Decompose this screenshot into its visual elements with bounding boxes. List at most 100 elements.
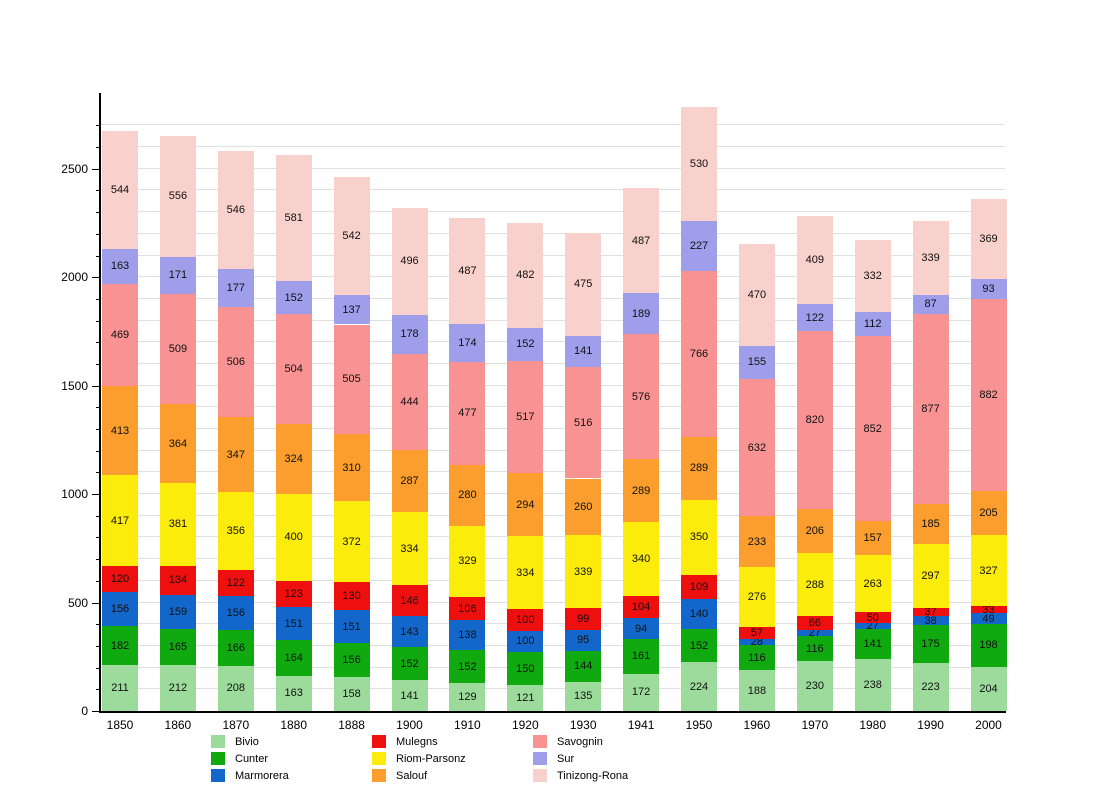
bar-value-label: 877	[921, 402, 940, 415]
legend-item-riom-parsonz: Riom-Parsonz	[372, 750, 533, 767]
bar-value-label: 327	[979, 564, 998, 577]
bar-segment-riom-parsonz: 334	[391, 512, 428, 585]
bar-value-label: 544	[110, 183, 130, 196]
y-minor-tick	[96, 147, 100, 149]
bar-value-label: 163	[284, 687, 303, 700]
legend-label: Cunter	[235, 752, 269, 765]
bar-value-label: 189	[631, 307, 651, 320]
bar-segment-tinizong-rona: 496	[391, 207, 428, 316]
x-tick-label: 1941	[627, 718, 655, 732]
bar-segment-mulegns: 99	[565, 608, 602, 630]
bar-segment-mulegns: 123	[275, 580, 312, 608]
legend-item-mulegns: Mulegns	[372, 733, 533, 750]
legend-swatch	[533, 735, 547, 748]
bar-value-label: 444	[400, 395, 419, 408]
bar-value-label: 109	[689, 581, 709, 594]
bar-segment-salouf: 205	[970, 490, 1007, 536]
legend-label: Marmorera	[235, 769, 289, 782]
grid-line	[100, 319, 1005, 321]
bar-value-label: 350	[689, 531, 709, 544]
grid-line	[100, 406, 1005, 408]
bar-value-label: 506	[226, 356, 245, 369]
grid-line	[100, 146, 1005, 148]
y-minor-tick	[96, 515, 100, 517]
bar-value-label: 516	[574, 416, 593, 429]
legend-item-bivio: Bivio	[211, 733, 372, 750]
bar-value-label: 329	[458, 555, 477, 568]
bar-value-label: 143	[400, 625, 419, 638]
y-minor-tick	[96, 212, 100, 214]
bar-segment-cunter: 116	[796, 635, 833, 662]
bar-segment-savognin: 882	[970, 299, 1007, 491]
bar-value-label: 581	[284, 212, 303, 225]
bar-segment-cunter: 182	[102, 625, 138, 666]
bar-value-label: 106	[458, 602, 477, 615]
bar-value-label: 152	[284, 291, 303, 304]
bar-value-label: 339	[921, 252, 940, 265]
bar-value-label: 224	[689, 680, 709, 693]
bar-1960: 188 116 28 57 276 233 632 155 470	[738, 95, 775, 711]
bar-value-label: 100	[516, 613, 535, 626]
bar-segment-sur: 152	[507, 327, 544, 361]
bar-segment-savognin: 509	[159, 293, 196, 405]
y-minor-tick	[96, 689, 100, 691]
bar-segment-salouf: 289	[681, 436, 717, 500]
y-tick-label: 2000	[61, 270, 88, 285]
bar-segment-savognin: 469	[102, 284, 138, 386]
bar-value-label: 116	[806, 642, 824, 655]
bar-segment-sur: 152	[275, 281, 312, 315]
bar-segment-cunter: 141	[854, 628, 891, 660]
bar-value-label: 205	[979, 506, 998, 519]
legend-item-sur: Sur	[533, 750, 694, 767]
bar-value-label: 152	[458, 660, 477, 673]
grid-line	[100, 688, 1005, 690]
bar-segment-mulegns: 50	[854, 612, 891, 624]
bar-value-label: 289	[631, 484, 651, 497]
legend-swatch	[211, 735, 225, 748]
bar-segment-tinizong-rona: 409	[796, 215, 833, 305]
grid-line	[100, 189, 1005, 191]
bar-segment-savognin: 506	[217, 307, 254, 418]
bar-value-label: 505	[342, 373, 361, 386]
bar-segment-marmorera: 94	[623, 618, 660, 639]
bar-segment-savognin: 504	[275, 314, 312, 424]
bar-segment-mulegns: 122	[217, 569, 254, 597]
bar-value-label: 509	[168, 342, 188, 355]
bar-value-label: 356	[226, 524, 245, 537]
grid-line	[100, 384, 1005, 386]
bar-value-label: 227	[689, 240, 709, 253]
bar-segment-salouf: 206	[796, 508, 833, 554]
bar-value-label: 820	[805, 413, 824, 426]
bar-segment-cunter: 152	[391, 647, 428, 681]
bar-segment-marmorera: 156	[217, 596, 254, 630]
grid-line	[100, 644, 1005, 646]
bar-value-label: 238	[863, 679, 882, 692]
x-tick-label: 1920	[511, 718, 539, 732]
x-tick-label: 1960	[743, 718, 771, 732]
bar-segment-bivio: 224	[681, 662, 717, 711]
bar-segment-sur: 171	[159, 256, 196, 294]
bar-value-label: 134	[168, 574, 188, 587]
bar-value-label: 288	[805, 578, 824, 591]
legend-item-cunter: Cunter	[211, 750, 372, 767]
bar-value-label: 276	[747, 590, 767, 603]
bar-segment-sur: 177	[217, 268, 254, 308]
bar-segment-marmorera: 100	[507, 630, 544, 653]
y-minor-tick	[96, 190, 100, 192]
grid-line	[100, 341, 1005, 343]
bar-segment-salouf: 347	[217, 417, 254, 493]
bar-value-label: 33	[982, 603, 995, 616]
y-minor-tick	[96, 580, 100, 582]
y-minor-tick	[96, 233, 100, 235]
bar-value-label: 116	[748, 651, 766, 664]
bar-value-label: 161	[631, 650, 651, 663]
bar-segment-marmorera: 27	[796, 627, 833, 639]
bar-segment-sur: 137	[333, 294, 370, 325]
bar-segment-savognin: 877	[912, 313, 949, 504]
legend-label: Salouf	[396, 769, 428, 782]
bar-segment-bivio: 238	[854, 659, 891, 711]
bar-segment-salouf: 294	[507, 472, 544, 537]
bar-value-label: 144	[574, 660, 593, 673]
bar-segment-riom-parsonz: 381	[159, 483, 196, 566]
bar-1980: 238 141 27 50 263 157 852 112 332	[854, 95, 891, 711]
